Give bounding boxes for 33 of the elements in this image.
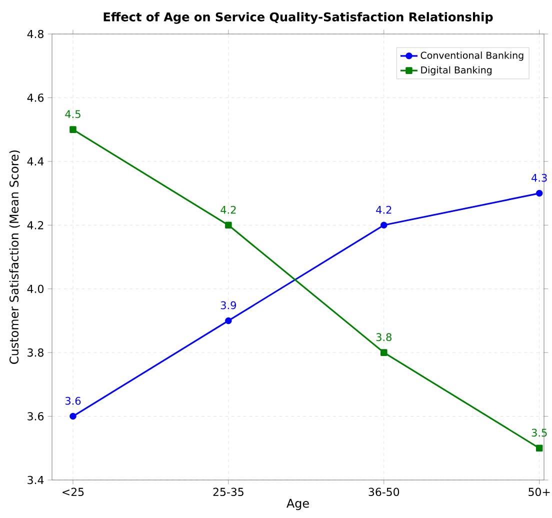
data-label: 3.6 xyxy=(65,396,81,405)
data-label: 3.8 xyxy=(376,333,392,342)
y-tick-label: 4.4 xyxy=(27,157,44,166)
x-tick-label: 25-35 xyxy=(213,488,244,496)
data-label: 4.2 xyxy=(376,206,392,214)
point xyxy=(536,444,543,452)
x-tick-label: 50+ xyxy=(528,488,550,496)
x-axis-title: Age xyxy=(286,498,309,510)
point xyxy=(380,349,388,356)
x-tick-label: 36-50 xyxy=(368,488,400,496)
data-label: 3.5 xyxy=(532,428,547,437)
data-label: 3.9 xyxy=(220,301,236,310)
legend-label: Conventional Banking xyxy=(420,52,524,61)
point xyxy=(225,222,232,229)
y-tick-label: 4.8 xyxy=(27,30,44,38)
point xyxy=(70,412,76,420)
y-axis-title: Customer Satisfaction (Mean Score) xyxy=(9,150,20,364)
point xyxy=(380,222,388,229)
y-tick-label: 3.4 xyxy=(28,476,44,484)
data-label: 4.2 xyxy=(220,206,236,214)
y-tick-label: 4.0 xyxy=(27,284,44,293)
data-label: 4.5 xyxy=(65,110,80,118)
chart-title: Effect of Age on Service Quality-Satisfaction Relationship xyxy=(104,12,493,24)
data-label: 4.3 xyxy=(532,174,547,182)
y-tick-label: 4.2 xyxy=(27,221,44,230)
y-tick-label: 4.6 xyxy=(27,94,44,102)
point xyxy=(225,317,232,324)
y-tick-label: 3.6 xyxy=(28,412,44,420)
y-tick-label: 3.8 xyxy=(28,348,44,357)
legend-label: Digital Banking xyxy=(421,66,492,76)
point xyxy=(70,126,76,133)
point xyxy=(536,190,543,197)
x-tick-label: <25 xyxy=(62,488,84,496)
